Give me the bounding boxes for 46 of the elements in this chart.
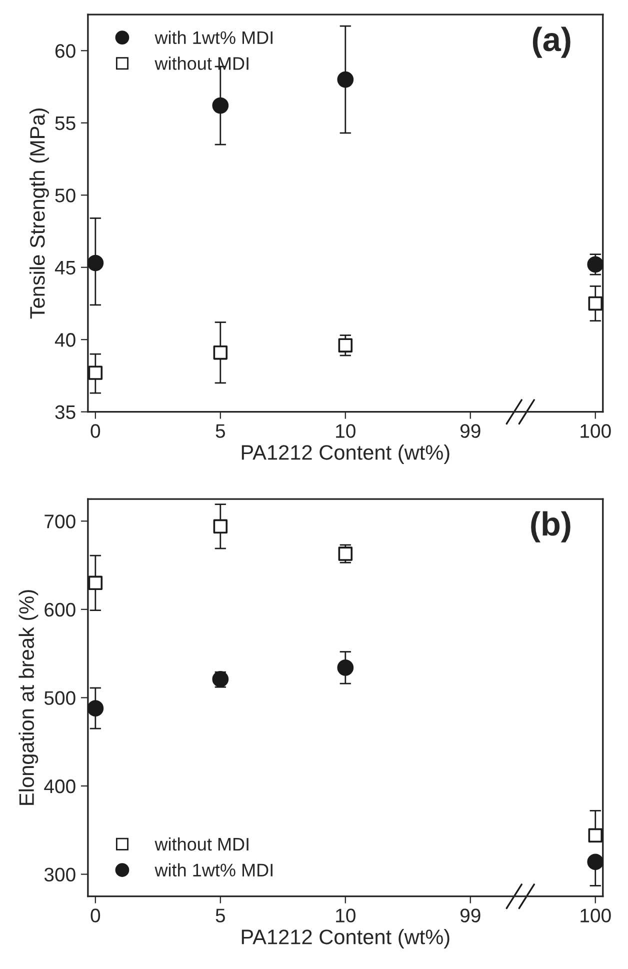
y-tick-label: 400 [44, 779, 76, 794]
point [338, 546, 353, 561]
y-tick-label: 50 [55, 188, 76, 202]
point [213, 519, 228, 534]
y-tick-label: 60 [55, 44, 76, 58]
y-tick-label: 700 [44, 514, 76, 528]
x-tick-label: 10 [336, 908, 356, 922]
x-tick-label: 10 [336, 424, 356, 438]
legend-label: with 1wt% MDI [154, 863, 272, 876]
legend-label: with 1wt% MDI [154, 30, 272, 44]
point [588, 828, 602, 843]
legend-label: without MDI [154, 56, 248, 70]
point [88, 254, 104, 272]
y-tick-label: 600 [44, 602, 76, 617]
annotation: (a) [532, 26, 570, 58]
y-tick-label: 40 [54, 333, 76, 347]
y-tick-label: 500 [44, 691, 76, 705]
y-tick-label: 300 [44, 868, 76, 882]
x-tick-label: 99 [460, 908, 480, 922]
point [587, 256, 603, 273]
x-tick-label: 0 [90, 424, 100, 438]
x-tick-label: 100 [580, 424, 611, 438]
x-tick-label: 99 [460, 424, 480, 438]
x-axis-title: PA1212 Content (wt%) [242, 929, 450, 948]
y-axis-title: Elongation at break (%) [18, 590, 38, 805]
x-axis-title: PA1212 Content (wt%) [242, 444, 450, 464]
point [588, 296, 602, 311]
y-tick-label: 35 [55, 405, 76, 420]
y-axis-title: Tensile Strength (MPa) [30, 108, 49, 319]
y-tick-label: 55 [55, 116, 76, 130]
point [337, 659, 354, 676]
point [88, 700, 104, 716]
x-tick-label: 100 [580, 908, 611, 922]
point [212, 97, 229, 114]
x-tick-label: 5 [216, 424, 225, 438]
y-tick-label: 45 [54, 261, 76, 275]
x-tick-label: 5 [216, 908, 225, 922]
point [338, 338, 353, 352]
annotation: (b) [531, 511, 570, 542]
legend-label: without MDI [154, 837, 248, 851]
point [587, 854, 603, 870]
point [213, 345, 228, 360]
point [88, 366, 103, 380]
point [337, 71, 354, 88]
x-tick-label: 0 [90, 908, 100, 922]
point [88, 576, 103, 590]
